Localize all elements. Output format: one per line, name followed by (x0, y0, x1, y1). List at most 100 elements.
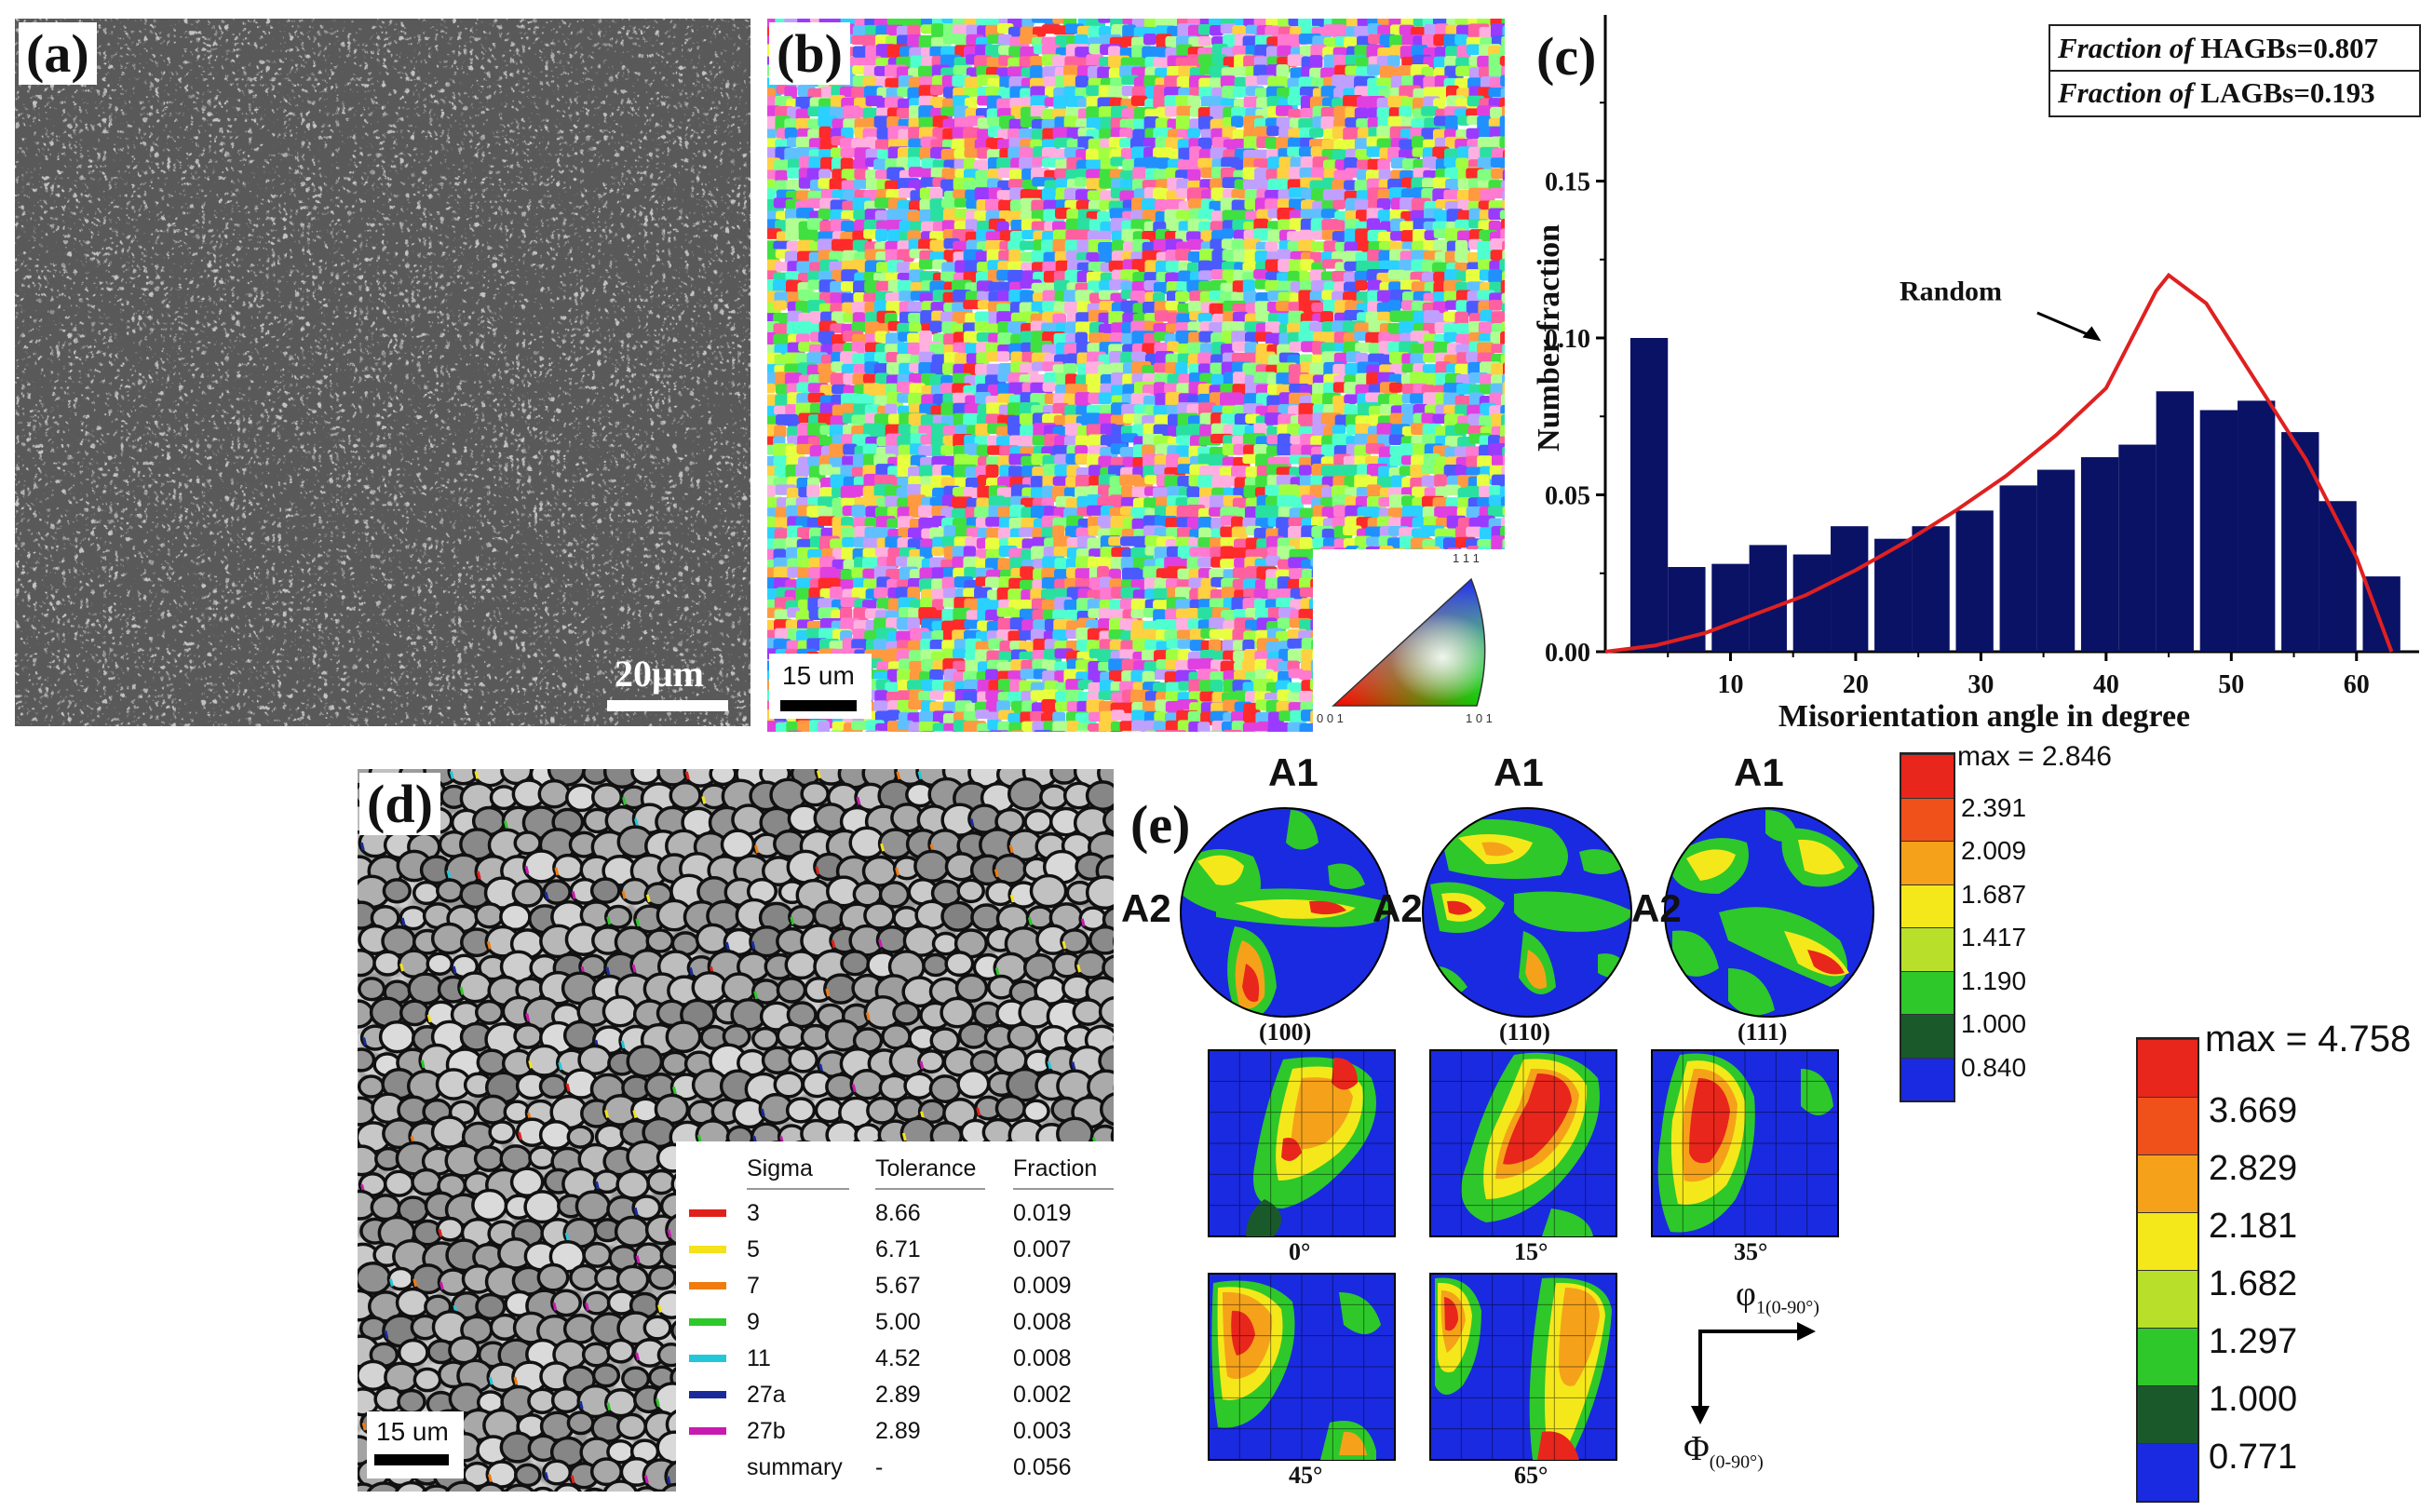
colorbar-swatch (1901, 1057, 1954, 1100)
histogram-bar (2238, 400, 2276, 652)
histogram-bar (1831, 526, 1869, 652)
histogram-bar (2036, 469, 2076, 652)
histogram-bar (2156, 391, 2194, 652)
random-curve-label: Random (1900, 277, 2002, 307)
colorbar-pf-swatches (1900, 752, 1955, 1102)
panel-d-scalebar-label: 15 um (376, 1417, 449, 1446)
csl-cell-sigma: 5 (747, 1236, 760, 1262)
colorbar-swatch (1901, 754, 1954, 798)
misorientation-histogram: (c) 10 20 30 40 50 60 0.00 0.05 0.10 0.15 Misorient… (1532, 15, 2419, 734)
odf-caption-45: 45° (1289, 1462, 1323, 1489)
odf-caption-0: 0° (1289, 1238, 1311, 1265)
histogram-bar (2319, 501, 2357, 652)
csl-cell-tolerance: 8.66 (875, 1200, 921, 1226)
colorbar-swatch (2138, 1097, 2197, 1154)
colorbar-swatch (1901, 797, 1954, 841)
panel-d-label: (d) (359, 773, 440, 835)
colorbar-swatch (2138, 1039, 2197, 1097)
lagb-fraction-text: Fraction of LAGBs=0.193 (2058, 76, 2375, 110)
odf-caption-15: 15° (1514, 1238, 1548, 1265)
pf2-a2-label: A2 (1373, 886, 1423, 930)
sem-texture (15, 19, 750, 726)
histogram-bar (1711, 563, 1750, 652)
csl-table-row: 9 5.00 0.008 (676, 1304, 1114, 1340)
csl-cell-sigma: 3 (747, 1200, 760, 1226)
panel-b-label: (b) (769, 22, 850, 85)
lagb-prefix: Fraction of (2058, 76, 2201, 109)
csl-cell-tolerance: 6.71 (875, 1236, 921, 1262)
colorbar-level-label: 3.669 (2209, 1091, 2298, 1131)
colorbar-swatch (2138, 1328, 2197, 1385)
colorbar-swatch (2138, 1385, 2197, 1443)
csl-color-swatch (689, 1427, 726, 1435)
colorbar-swatch (1901, 841, 1954, 884)
ipf-corner-111: 1 1 1 (1453, 551, 1480, 565)
colorbar-swatch (2138, 1270, 2197, 1328)
colorbar-swatch (1901, 970, 1954, 1014)
pf2-a1-label: A1 (1494, 750, 1544, 794)
colorbar-swatch (2138, 1212, 2197, 1270)
Phi-symbol: Φ (1684, 1429, 1710, 1468)
hagb-lagb-box: Fraction of HAGBs=0.807 Fraction of LAGB… (2049, 24, 2421, 117)
colorbar-level-label: 1.000 (1961, 1009, 2027, 1039)
csl-cell-fraction: 0.003 (1013, 1418, 1072, 1444)
csl-cell-sigma: summary (747, 1454, 843, 1480)
ipf-legend-box: 1 1 1 0 0 1 1 0 1 (1313, 549, 1505, 732)
random-label-arrowhead (2082, 326, 2102, 342)
csl-cell-sigma: 27a (747, 1382, 786, 1408)
odf-section-45 (1208, 1273, 1396, 1461)
annotation-divider (2050, 70, 2419, 72)
csl-header-underline-2 (875, 1188, 985, 1190)
csl-cell-fraction: 0.056 (1013, 1454, 1072, 1480)
lagb-value: LAGBs=0.193 (2200, 76, 2375, 109)
colorbar-level-label: 1.687 (1961, 879, 2027, 909)
histogram-bar (1955, 510, 1994, 652)
csl-header-underline-3 (1013, 1188, 1114, 1190)
csl-cell-fraction: 0.008 (1013, 1309, 1072, 1335)
csl-header-tolerance: Tolerance (875, 1155, 977, 1181)
colorbar-swatch (1901, 927, 1954, 971)
panel-a-label: (a) (19, 22, 97, 85)
histogram-bar (2281, 432, 2319, 652)
y-tick-label: 0.00 (1545, 639, 1590, 668)
odf-caption-65: 65° (1514, 1462, 1548, 1489)
histogram-bar (1792, 554, 1832, 652)
panel-d-scalebar (374, 1454, 449, 1465)
csl-header-sigma: Sigma (747, 1155, 813, 1181)
csl-header-underline-1 (747, 1188, 849, 1190)
csl-cell-sigma: 9 (747, 1309, 760, 1335)
x-tick-label: 10 (1717, 670, 1743, 699)
csl-cell-tolerance: 5.67 (875, 1273, 921, 1299)
csl-cell-tolerance: 5.00 (875, 1309, 921, 1335)
panel-b-scalebar-label: 15 um (782, 661, 855, 690)
phi1-subscript: 1(0-90°) (1755, 1297, 1819, 1318)
phi1-axis-label: φ1(0-90°) (1736, 1274, 1819, 1319)
odf-caption-35: 35° (1734, 1238, 1768, 1265)
csl-color-swatch (689, 1318, 726, 1326)
csl-cell-fraction: 0.007 (1013, 1236, 1072, 1262)
colorbar-odf-max: max = 4.758 (2205, 1019, 2412, 1060)
csl-color-swatch (689, 1391, 726, 1398)
csl-cell-sigma: 27b (747, 1418, 786, 1444)
odf-section-35 (1651, 1049, 1839, 1237)
pf3-a2-label: A2 (1631, 886, 1682, 930)
panel-a-scalebar (607, 700, 728, 711)
hagb-prefix: Fraction of (2058, 32, 2201, 64)
histogram-bar (1749, 545, 1787, 652)
panel-a-sem-image (15, 19, 750, 726)
ipf-corner-001: 0 0 1 (1317, 711, 1344, 725)
pf2-caption: (110) (1499, 1019, 1550, 1046)
csl-table-row: summary - 0.056 (676, 1450, 1114, 1485)
csl-cell-fraction: 0.009 (1013, 1273, 1072, 1299)
euler-axes-arrows (1691, 1322, 1816, 1424)
pf1-a1-label: A1 (1268, 750, 1318, 794)
Phi-subscript: (0-90°) (1709, 1451, 1764, 1473)
csl-cell-sigma: 11 (747, 1345, 771, 1371)
ipf-color-triangle (1332, 577, 1486, 707)
colorbar-level-label: 0.771 (2209, 1438, 2298, 1478)
csl-table-row: 11 4.52 0.008 (676, 1341, 1114, 1376)
colorbar-level-label: 1.000 (2209, 1380, 2298, 1420)
colorbar-level-label: 1.682 (2209, 1264, 2298, 1304)
histogram-bar (2080, 457, 2119, 652)
pf1-caption: (100) (1259, 1019, 1312, 1046)
